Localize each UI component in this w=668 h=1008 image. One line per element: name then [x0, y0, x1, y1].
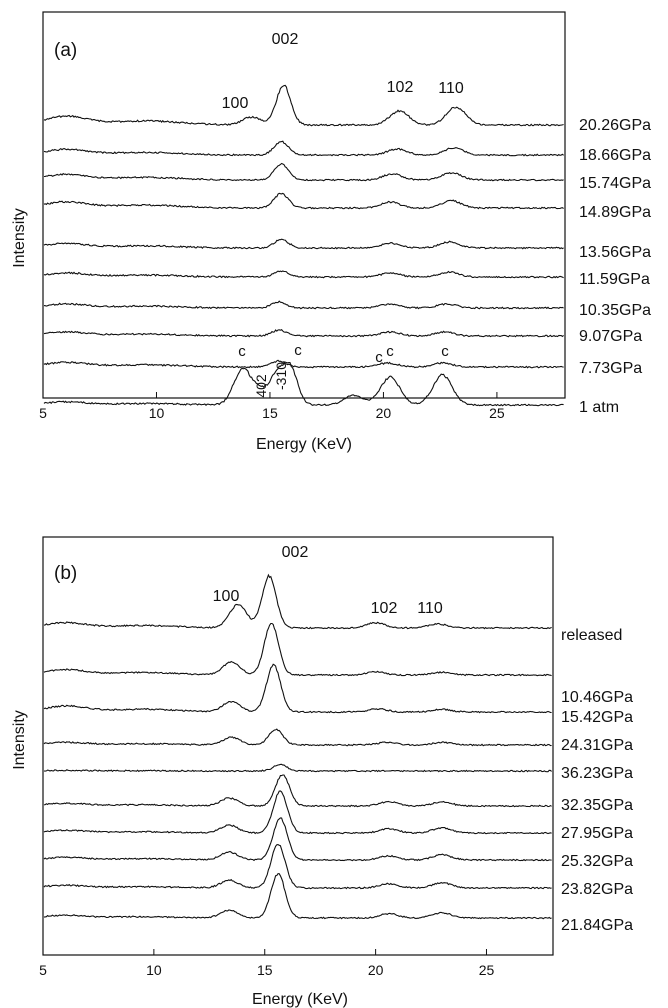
panel-a-series-labels: 20.26GPa 18.66GPa 15.74GPa 14.89GPa 13.56GPa…: [579, 117, 651, 416]
panel-b-x-tick-label: 15: [257, 962, 273, 978]
peak-label-c1: c: [238, 343, 246, 360]
panel-a-series-label: 20.26GPa: [579, 117, 651, 134]
panel-b-series-label: 27.95GPa: [561, 825, 633, 842]
panel-a-trace-8: [43, 359, 564, 369]
peak-label-102: 102: [387, 79, 414, 96]
peak-label-c2: c: [294, 342, 302, 359]
peak-label-110: 110: [438, 80, 464, 97]
panel-b-x-tick-label: 5: [39, 962, 47, 978]
panel-b-series-label: 21.84GPa: [561, 917, 633, 934]
panel-a-x-tick-label: 20: [376, 405, 392, 421]
panel-b-x-tick-label: 20: [368, 962, 384, 978]
panel-a-trace-1: [43, 140, 564, 157]
panel-a-series-label: 10.35GPa: [579, 302, 651, 319]
panel-a-x-tick-label: 10: [149, 405, 165, 421]
panel-a-trace-0: [43, 84, 564, 127]
panel-a-y-axis-label: Intensity: [11, 208, 28, 268]
panel-a-trace-6: [43, 300, 564, 310]
panel-a-series-label: 9.07GPa: [579, 328, 642, 345]
panel-b-series-label: 24.31GPa: [561, 737, 633, 754]
panel-b-y-axis-label: Intensity: [11, 710, 28, 770]
panel-a-trace-2: [43, 162, 564, 182]
panel-a-trace-7: [43, 329, 564, 338]
panel-b-trace-5: [43, 774, 552, 808]
panel-b-series-label: 32.35GPa: [561, 797, 633, 814]
panel-b-trace-6: [43, 790, 552, 835]
panel-b: (b) Energy (KeV) Intensity 5 10 15 20 25 rel…: [11, 536, 633, 1008]
panel-b-trace-3: [43, 728, 552, 747]
panel-b-series-label: 23.82GPa: [561, 881, 633, 898]
panel-a-label: (a): [54, 40, 77, 61]
panel-a-series-label: 11.59GPa: [579, 271, 650, 288]
panel-b-series-label: 36.23GPa: [561, 765, 633, 782]
peak-label-002: 002: [282, 544, 309, 561]
panel-b-series-label: 25.32GPa: [561, 853, 633, 870]
peak-label-minus310: -310: [273, 362, 289, 390]
panel-b-trace-8: [43, 844, 552, 890]
panel-b-trace-0: [43, 573, 552, 630]
panel-b-trace-7: [43, 817, 552, 862]
panel-a-series-label: 15.74GPa: [579, 175, 651, 192]
peak-label-402: 402: [253, 374, 269, 398]
panel-b-frame: [42, 536, 554, 956]
panel-a: (a) Energy (KeV) Intensity 5 10 15 20 25 20.…: [11, 11, 651, 453]
panel-b-series-label: 15.42GPa: [561, 709, 633, 726]
panel-a-x-ticks: 5 10 15 20 25: [39, 392, 505, 421]
panel-a-trace-4: [43, 238, 564, 250]
panel-a-trace-3: [43, 192, 564, 210]
panel-a-x-axis-label: Energy (KeV): [256, 436, 352, 453]
panel-b-series-label: released: [561, 627, 622, 644]
peak-label-100: 100: [213, 588, 240, 605]
panel-b-trace-9: [43, 873, 552, 920]
panel-a-x-tick-label: 25: [489, 405, 505, 421]
panel-b-x-axis-label: Energy (KeV): [252, 991, 348, 1008]
panel-a-trace-5: [43, 270, 564, 279]
peak-label-c5: c: [441, 343, 449, 360]
panel-b-x-tick-label: 10: [146, 962, 162, 978]
panel-b-trace-4: [43, 763, 552, 773]
peak-label-110: 110: [417, 600, 443, 617]
panel-b-x-tick-label: 25: [479, 962, 495, 978]
panel-b-traces: [43, 573, 552, 920]
panel-b-trace-2: [43, 663, 552, 714]
panel-a-series-label: 18.66GPa: [579, 147, 651, 164]
panel-a-series-label: 7.73GPa: [579, 360, 642, 377]
panel-b-x-ticks: 5 10 15 20 25: [39, 949, 494, 978]
peak-label-100: 100: [222, 95, 249, 112]
panel-a-series-label: 1 atm: [579, 399, 619, 416]
panel-b-series-labels: released 10.46GPa 15.42GPa 24.31GPa 36.23GPa…: [561, 627, 633, 934]
peak-label-c3: c: [375, 349, 383, 366]
peak-label-102: 102: [371, 600, 398, 617]
panel-a-x-tick-label: 15: [262, 405, 278, 421]
peak-label-c4: c: [386, 343, 394, 360]
panel-b-series-label: 10.46GPa: [561, 689, 633, 706]
panel-a-traces: [43, 84, 564, 407]
peak-label-002: 002: [272, 31, 299, 48]
panel-a-x-tick-label: 5: [39, 405, 47, 421]
panel-a-series-label: 14.89GPa: [579, 204, 651, 221]
panel-a-series-label: 13.56GPa: [579, 244, 651, 261]
panel-b-trace-1: [43, 622, 552, 677]
panel-b-label: (b): [54, 563, 77, 584]
panel-a-trace-9: [43, 361, 564, 407]
